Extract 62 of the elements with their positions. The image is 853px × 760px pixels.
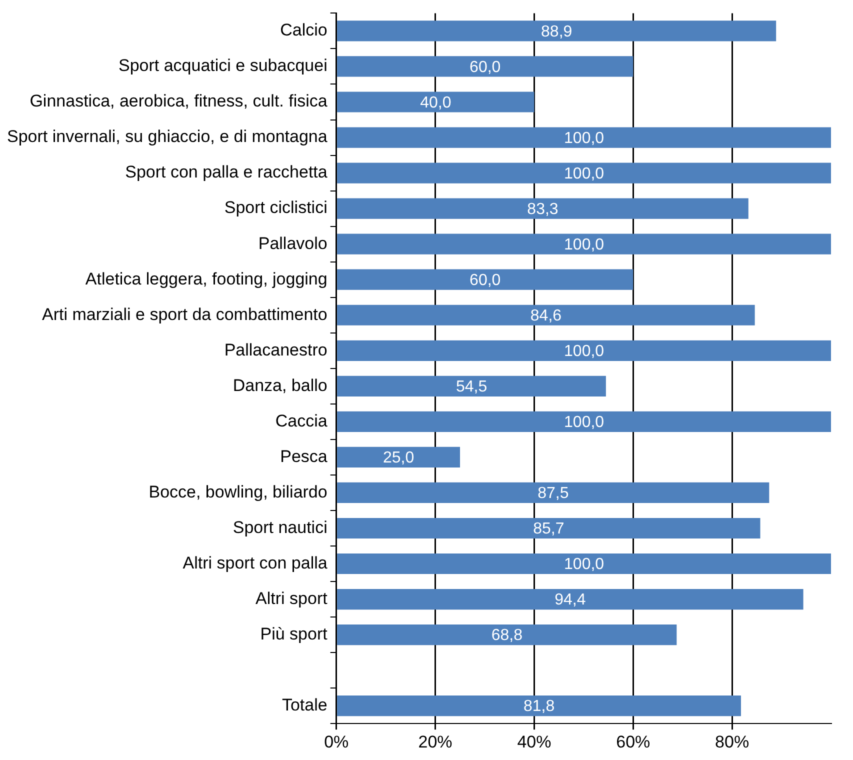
bar [337, 162, 831, 184]
x-tick-label: 0% [324, 732, 349, 752]
y-tick-label: Sport nautici [232, 518, 328, 537]
y-tick-label: Danza, ballo [232, 376, 328, 395]
bar [337, 304, 755, 326]
bar [337, 588, 804, 610]
y-tick-label: Sport invernali, su ghiaccio, e di montagna [6, 127, 328, 146]
y-tick-label: Atletica leggera, footing, jogging [85, 269, 328, 288]
y-tick-label: Sport ciclistici [224, 198, 328, 218]
x-tick-label: 60% [616, 732, 650, 752]
y-tick-label: Calcio [280, 20, 328, 40]
data-label: 88,9 [541, 23, 572, 40]
y-tick-label: Pallavolo [258, 234, 328, 253]
x-tick-label: 80% [715, 732, 750, 752]
y-tick-label: Sport con palla e racchetta [125, 162, 328, 182]
bar [337, 127, 831, 148]
data-label: 68,8 [491, 627, 523, 644]
x-tick-label: 40% [517, 732, 552, 752]
bar [337, 376, 606, 396]
data-label: 60,0 [470, 58, 501, 76]
y-tick-label: Sport acquatici e subacquei [118, 56, 328, 76]
bar [337, 446, 460, 468]
bar [337, 553, 831, 574]
bar [337, 340, 831, 361]
data-label: 100,0 [564, 343, 604, 360]
bar [337, 269, 634, 290]
y-tick-label: Pesca [280, 446, 328, 466]
y-tick-label: Arti marziali e sport da combattimento [42, 304, 328, 324]
data-label: 84,6 [530, 308, 562, 325]
data-label: 60,0 [470, 272, 501, 290]
data-label: 100,0 [564, 414, 604, 432]
data-label: 100,0 [564, 556, 604, 574]
data-label: 81,8 [523, 698, 555, 716]
bar [337, 56, 634, 77]
y-tick-label: Pallacanestro [224, 340, 328, 360]
y-tick-label: Ginnastica, aerobica, fitness, cult. fisica [30, 92, 328, 111]
x-tick-label: 20% [418, 732, 452, 752]
data-label: 87,5 [538, 485, 569, 502]
data-label: 54,5 [456, 378, 488, 396]
y-tick-label: Altri sport [256, 588, 328, 608]
data-label: 83,3 [527, 200, 558, 218]
bar [337, 20, 776, 42]
bar [337, 92, 534, 112]
bar [337, 411, 831, 432]
y-tick-label: Bocce, bowling, biliardo [148, 482, 328, 502]
bar [337, 518, 760, 539]
bar [337, 234, 831, 254]
bar [337, 482, 770, 504]
data-label: 25,0 [382, 450, 414, 467]
bar [337, 198, 748, 219]
data-label: 100,0 [564, 130, 604, 147]
bar [337, 696, 741, 716]
y-tick-label: Caccia [275, 411, 328, 430]
data-label: 100,0 [564, 165, 604, 182]
data-label: 94,4 [554, 592, 586, 609]
y-tick-label: Totale [282, 696, 328, 715]
data-label: 100,0 [564, 236, 604, 254]
data-label: 85,7 [533, 520, 564, 538]
data-label: 40,0 [420, 94, 452, 112]
bar [337, 624, 677, 646]
y-tick-label: Più sport [260, 624, 328, 644]
y-tick-label: Altri sport con palla [182, 553, 328, 572]
